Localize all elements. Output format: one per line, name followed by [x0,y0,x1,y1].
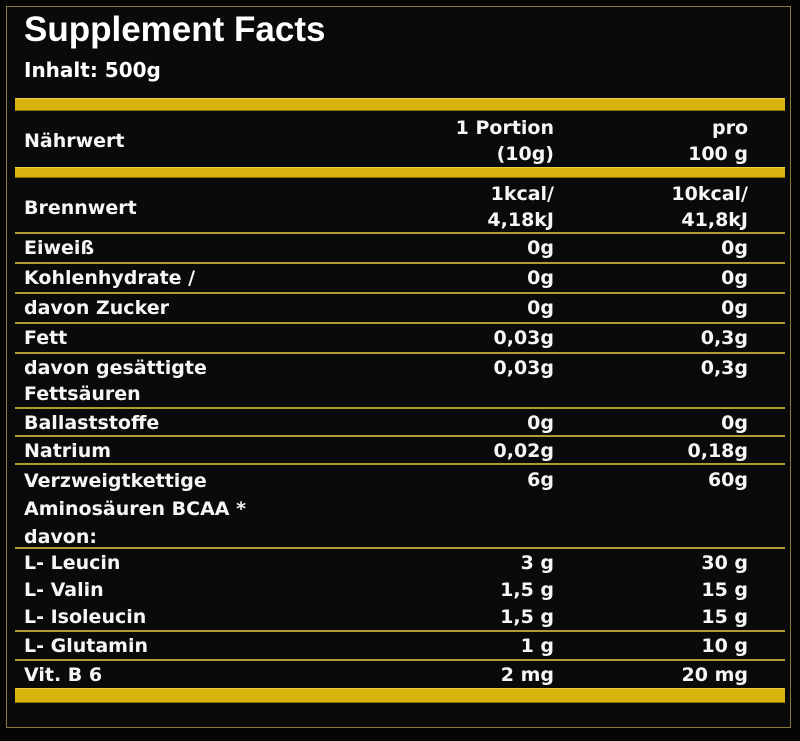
footer-divider [15,688,785,703]
row-value-per100g: 60g [707,469,748,491]
row-value-portion: 0,03g [493,327,554,349]
row-label: Verzweigtkettige Aminosäuren BCAA * davo… [24,470,247,548]
row-value-per100g: 20 mg [681,664,748,686]
column-header-portion: 1 Portion (10g) [455,117,554,165]
row-value-portion: 0g [527,412,554,434]
row-label: L- Glutamin [24,635,148,657]
row-label: Natrium [24,440,112,462]
row-label: Kohlenhydrate / [24,267,196,289]
row-divider [15,630,785,632]
row-value-per100g: 0,3g [700,357,748,379]
row-label: Eiweiß [24,237,95,259]
row-divider [15,435,785,437]
row-value-per100g: 10 g [701,635,748,657]
page-title: Supplement Facts [24,10,326,49]
row-divider [15,352,785,354]
column-header-nutrient: Nährwert [24,130,125,152]
row-value-per100g: 0g [721,237,748,259]
row-divider [15,659,785,661]
row-divider [15,232,785,234]
row-value-portion: 1kcal/ 4,18kJ [487,183,554,231]
row-value-per100g: 0g [721,267,748,289]
row-value-portion: 0,02g [493,440,554,462]
row-label: davon gesättigte Fettsäuren [24,357,207,405]
row-value-portion: 3 g 1,5 g 1,5 g [500,552,554,628]
row-value-portion: 0g [527,237,554,259]
row-divider [15,407,785,409]
row-divider [15,262,785,264]
header-divider-top [15,98,785,111]
row-value-portion: 0,03g [493,357,554,379]
row-label: Fett [24,327,68,349]
row-label: Vit. B 6 [24,664,103,686]
column-header-per100g: pro 100 g [688,117,748,165]
row-label: L- Leucin L- Valin L- Isoleucin [24,552,147,628]
row-label: Brennwert [24,197,137,219]
row-value-portion: 0g [527,267,554,289]
row-value-portion: 1 g [520,635,554,657]
row-label: Ballaststoffe [24,412,160,434]
row-value-per100g: 0g [721,297,748,319]
row-value-per100g: 30 g 15 g 15 g [701,552,748,628]
row-label: davon Zucker [24,297,169,319]
row-value-per100g: 0,3g [700,327,748,349]
row-value-portion: 0g [527,297,554,319]
row-value-portion: 2 mg [500,664,554,686]
row-divider [15,463,785,465]
row-divider [15,547,785,549]
row-divider [15,322,785,324]
row-value-per100g: 0g [721,412,748,434]
supplement-facts-panel [6,6,791,728]
header-divider-bottom [15,167,785,178]
content-amount: Inhalt: 500g [24,58,161,82]
row-value-per100g: 0,18g [687,440,748,462]
row-value-portion: 6g [527,469,554,491]
row-divider [15,292,785,294]
row-value-per100g: 10kcal/ 41,8kJ [671,183,748,231]
